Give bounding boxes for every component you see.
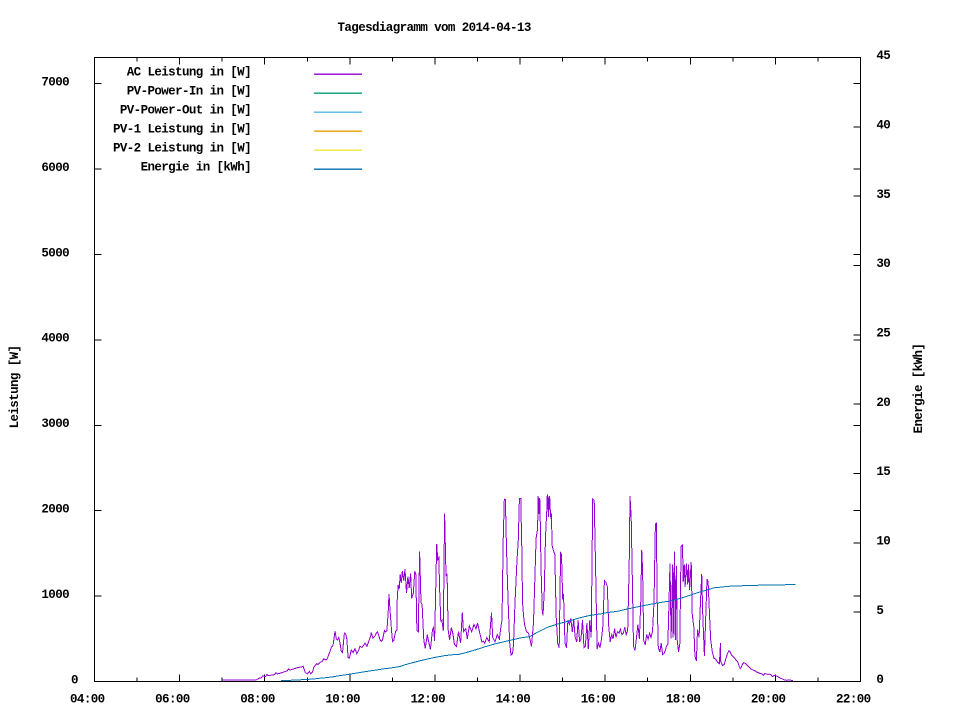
svg-text:25: 25 (876, 326, 890, 340)
svg-text:06:00: 06:00 (155, 692, 190, 706)
svg-text:5: 5 (876, 604, 883, 618)
svg-text:AC Leistung in [W]: AC Leistung in [W] (127, 66, 251, 80)
svg-text:5000: 5000 (41, 246, 69, 260)
svg-text:12:00: 12:00 (410, 692, 445, 706)
svg-text:40: 40 (876, 118, 890, 132)
svg-text:04:00: 04:00 (70, 692, 105, 706)
svg-text:30: 30 (876, 257, 890, 271)
svg-text:Leistung [W]: Leistung [W] (8, 346, 22, 429)
svg-text:10:00: 10:00 (325, 692, 360, 706)
svg-text:Energie in [kWh]: Energie in [kWh] (141, 161, 251, 175)
svg-text:45: 45 (876, 49, 890, 63)
svg-text:20: 20 (876, 396, 890, 410)
svg-text:3000: 3000 (41, 417, 69, 431)
svg-text:35: 35 (876, 188, 890, 202)
svg-text:Tagesdiagramm vom 2014-04-13: Tagesdiagramm vom 2014-04-13 (338, 21, 531, 35)
svg-text:20:00: 20:00 (751, 692, 786, 706)
svg-text:Energie [kWh]: Energie [kWh] (912, 344, 926, 434)
svg-text:6000: 6000 (41, 161, 69, 175)
svg-text:10: 10 (876, 534, 890, 548)
svg-text:15: 15 (876, 465, 890, 479)
svg-text:22:00: 22:00 (836, 692, 871, 706)
svg-text:0: 0 (71, 673, 78, 687)
svg-text:PV-Power-In in [W]: PV-Power-In in [W] (127, 85, 251, 99)
svg-text:7000: 7000 (41, 75, 69, 89)
svg-text:2000: 2000 (41, 502, 69, 516)
svg-text:0: 0 (876, 673, 883, 687)
svg-text:18:00: 18:00 (666, 692, 701, 706)
svg-text:PV-Power-Out in [W]: PV-Power-Out in [W] (120, 104, 251, 118)
svg-text:PV-2 Leistung in [W]: PV-2 Leistung in [W] (113, 142, 251, 156)
svg-text:PV-1 Leistung in [W]: PV-1 Leistung in [W] (113, 123, 251, 137)
svg-text:1000: 1000 (41, 588, 69, 602)
svg-text:14:00: 14:00 (496, 692, 531, 706)
svg-text:4000: 4000 (41, 332, 69, 346)
svg-text:16:00: 16:00 (581, 692, 616, 706)
svg-text:08:00: 08:00 (240, 692, 275, 706)
